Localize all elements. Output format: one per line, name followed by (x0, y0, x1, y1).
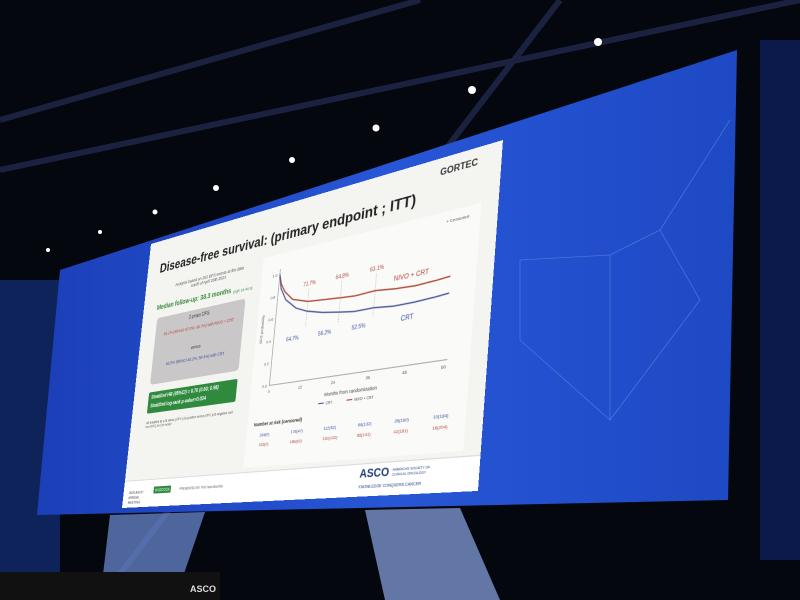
y-tick-label: 0.0 (262, 383, 267, 389)
lectern-logo: ASCO (190, 584, 216, 594)
x-tick-label: 24 (331, 379, 336, 385)
follow-up-iqr: (IQR 18-44.9) (233, 285, 253, 295)
lectern (0, 572, 220, 600)
y-tick-label: 0.2 (264, 361, 269, 367)
asco-logo: ASCO (359, 466, 390, 481)
x-tick-label: 60 (441, 364, 447, 371)
x-tick-label: 48 (402, 369, 407, 376)
hashtag: #ASCO24 (153, 485, 171, 493)
risk-cell: 333(0) (258, 441, 268, 447)
logo: GORTEC (440, 157, 479, 178)
x-tick-label: 36 (365, 374, 370, 381)
y-tick-label: 0.6 (268, 317, 273, 323)
y-tick-label: 0.4 (266, 339, 271, 345)
legend-swatch (346, 399, 352, 400)
risk-cell: 334(0) (259, 431, 269, 437)
legend-swatch (318, 403, 324, 404)
curtain (760, 40, 800, 560)
footnote: HR stratified by p16 status (OPC p16 pos… (145, 410, 238, 430)
meeting: 2024 ASCO ANNUAL MEETING (128, 489, 150, 505)
risk-cell: 186(62) (289, 438, 302, 445)
